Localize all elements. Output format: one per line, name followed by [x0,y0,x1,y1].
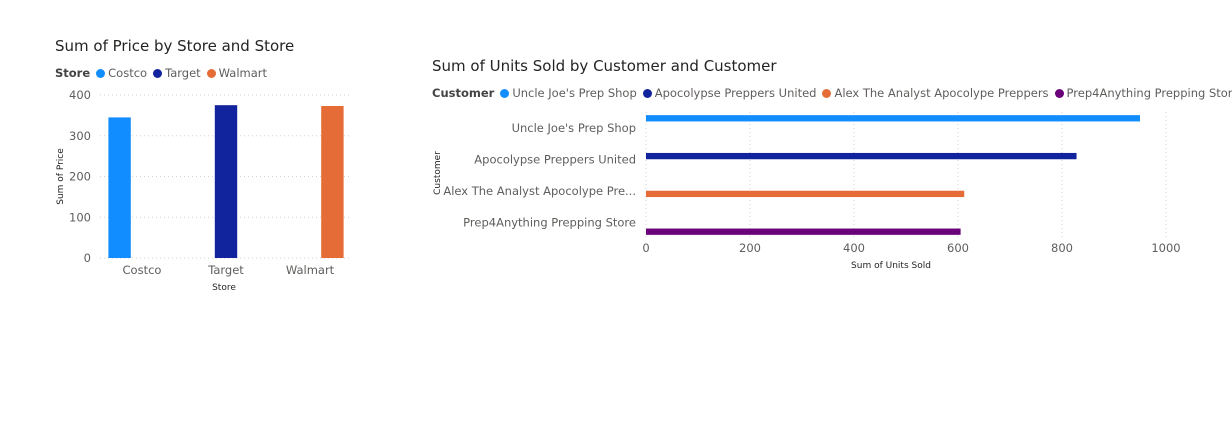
chart2-legend-item-apocolypse[interactable]: Apocolypse Preppers United [642,86,817,100]
chart1-bar-walmart [321,106,344,258]
chart2-title: Sum of Units Sold by Customer and Custom… [432,57,777,75]
chart1-legend-item-target[interactable]: Target [153,66,201,80]
chart1-legend-label-walmart: Walmart [218,66,268,80]
chart2-x-tick-label: 1000 [1151,241,1180,255]
chart2-legend-dot-prep4anything [1054,88,1064,98]
chart1-legend-item-costco[interactable]: Costco [96,66,147,80]
chart2-bar-prep4anything-prepping-store [646,228,961,235]
chart2-legend: Customer Uncle Joe's Prep Shop Apocolyps… [432,86,1232,100]
chart2-legend-label-alex: Alex The Analyst Apocolype Preppers [834,86,1049,100]
chart1-y-axis-title: Sum of Price [56,148,66,205]
chart2-bar-alex-the-analyst-apocolype-preppers [646,190,965,198]
chart2-y-tick-label: Uncle Joe's Prep Shop [512,121,636,135]
chart1-legend-dot-target [153,68,163,78]
chart1-bar-costco [108,117,131,258]
chart2-bar-uncle-joe-s-prep-shop [646,115,1140,122]
chart1-x-tick-label: Costco [123,263,162,277]
chart1-legend: Store Costco Target Walmart [55,66,273,80]
chart2-legend-dot-apocolypse [642,88,652,98]
chart1-y-tick-label: 300 [69,129,91,143]
chart1-y-tick-label: 0 [84,251,91,265]
chart1-legend-dot-walmart [206,68,216,78]
chart1-y-tick-label: 200 [69,170,91,184]
chart2-legend-item-prep4anything[interactable]: Prep4Anything Prepping Store [1054,86,1232,100]
chart1-legend-item-walmart[interactable]: Walmart [206,66,268,80]
chart2-y-tick-label: Alex The Analyst Apocolype Pre... [443,184,636,198]
chart1-x-tick-label: Target [207,263,244,277]
chart1-bar-target [214,105,238,258]
chart2-legend-dot-alex [822,88,832,98]
chart1-x-tick-label: Walmart [286,263,335,277]
chart1-legend-label-costco: Costco [108,66,148,80]
chart1-legend-label-target: Target [165,66,201,80]
chart2-y-axis-title: Customer [433,151,443,195]
chart2-plot: 0 200 400 600 800 1000 Sum of Units Sold Custom… [433,112,1181,271]
chart2-x-tick-label: 800 [1051,241,1073,255]
chart1-plot: 0 100 200 300 400 Sum of Price Costco Target Wal… [56,88,352,293]
chart2-y-tick-label: Prep4Anything Prepping Store [463,215,636,229]
chart2-legend-label-prep4anything: Prep4Anything Prepping Store [1066,86,1232,100]
chart1-legend-dot-costco [96,68,106,78]
chart1-legend-title: Store [55,66,91,80]
chart1-x-axis-title: Store [212,283,236,293]
chart2-legend-label-apocolypse: Apocolypse Preppers United [654,86,817,100]
chart2-x-tick-label: 600 [947,241,969,255]
chart2-x-tick-label: 200 [739,241,761,255]
chart2-bar-apocolypse-preppers-united [646,152,1077,160]
chart1-y-tick-label: 100 [69,210,91,224]
chart1-y-tick-label: 400 [69,88,91,102]
chart2-legend-dot-uncle-joes [500,88,510,98]
chart2-x-tick-label: 0 [642,241,649,255]
chart2-legend-title: Customer [432,86,495,100]
chart2-y-tick-label: Apocolypse Preppers United [474,152,636,166]
chart2-legend-item-uncle-joes[interactable]: Uncle Joe's Prep Shop [500,86,637,100]
chart1-title: Sum of Price by Store and Store [55,37,295,55]
chart2-x-axis-title: Sum of Units Sold [851,261,931,271]
chart2-x-tick-label: 400 [843,241,865,255]
chart2-legend-item-alex[interactable]: Alex The Analyst Apocolype Preppers [822,86,1049,100]
chart2-legend-label-uncle-joes: Uncle Joe's Prep Shop [512,86,637,100]
